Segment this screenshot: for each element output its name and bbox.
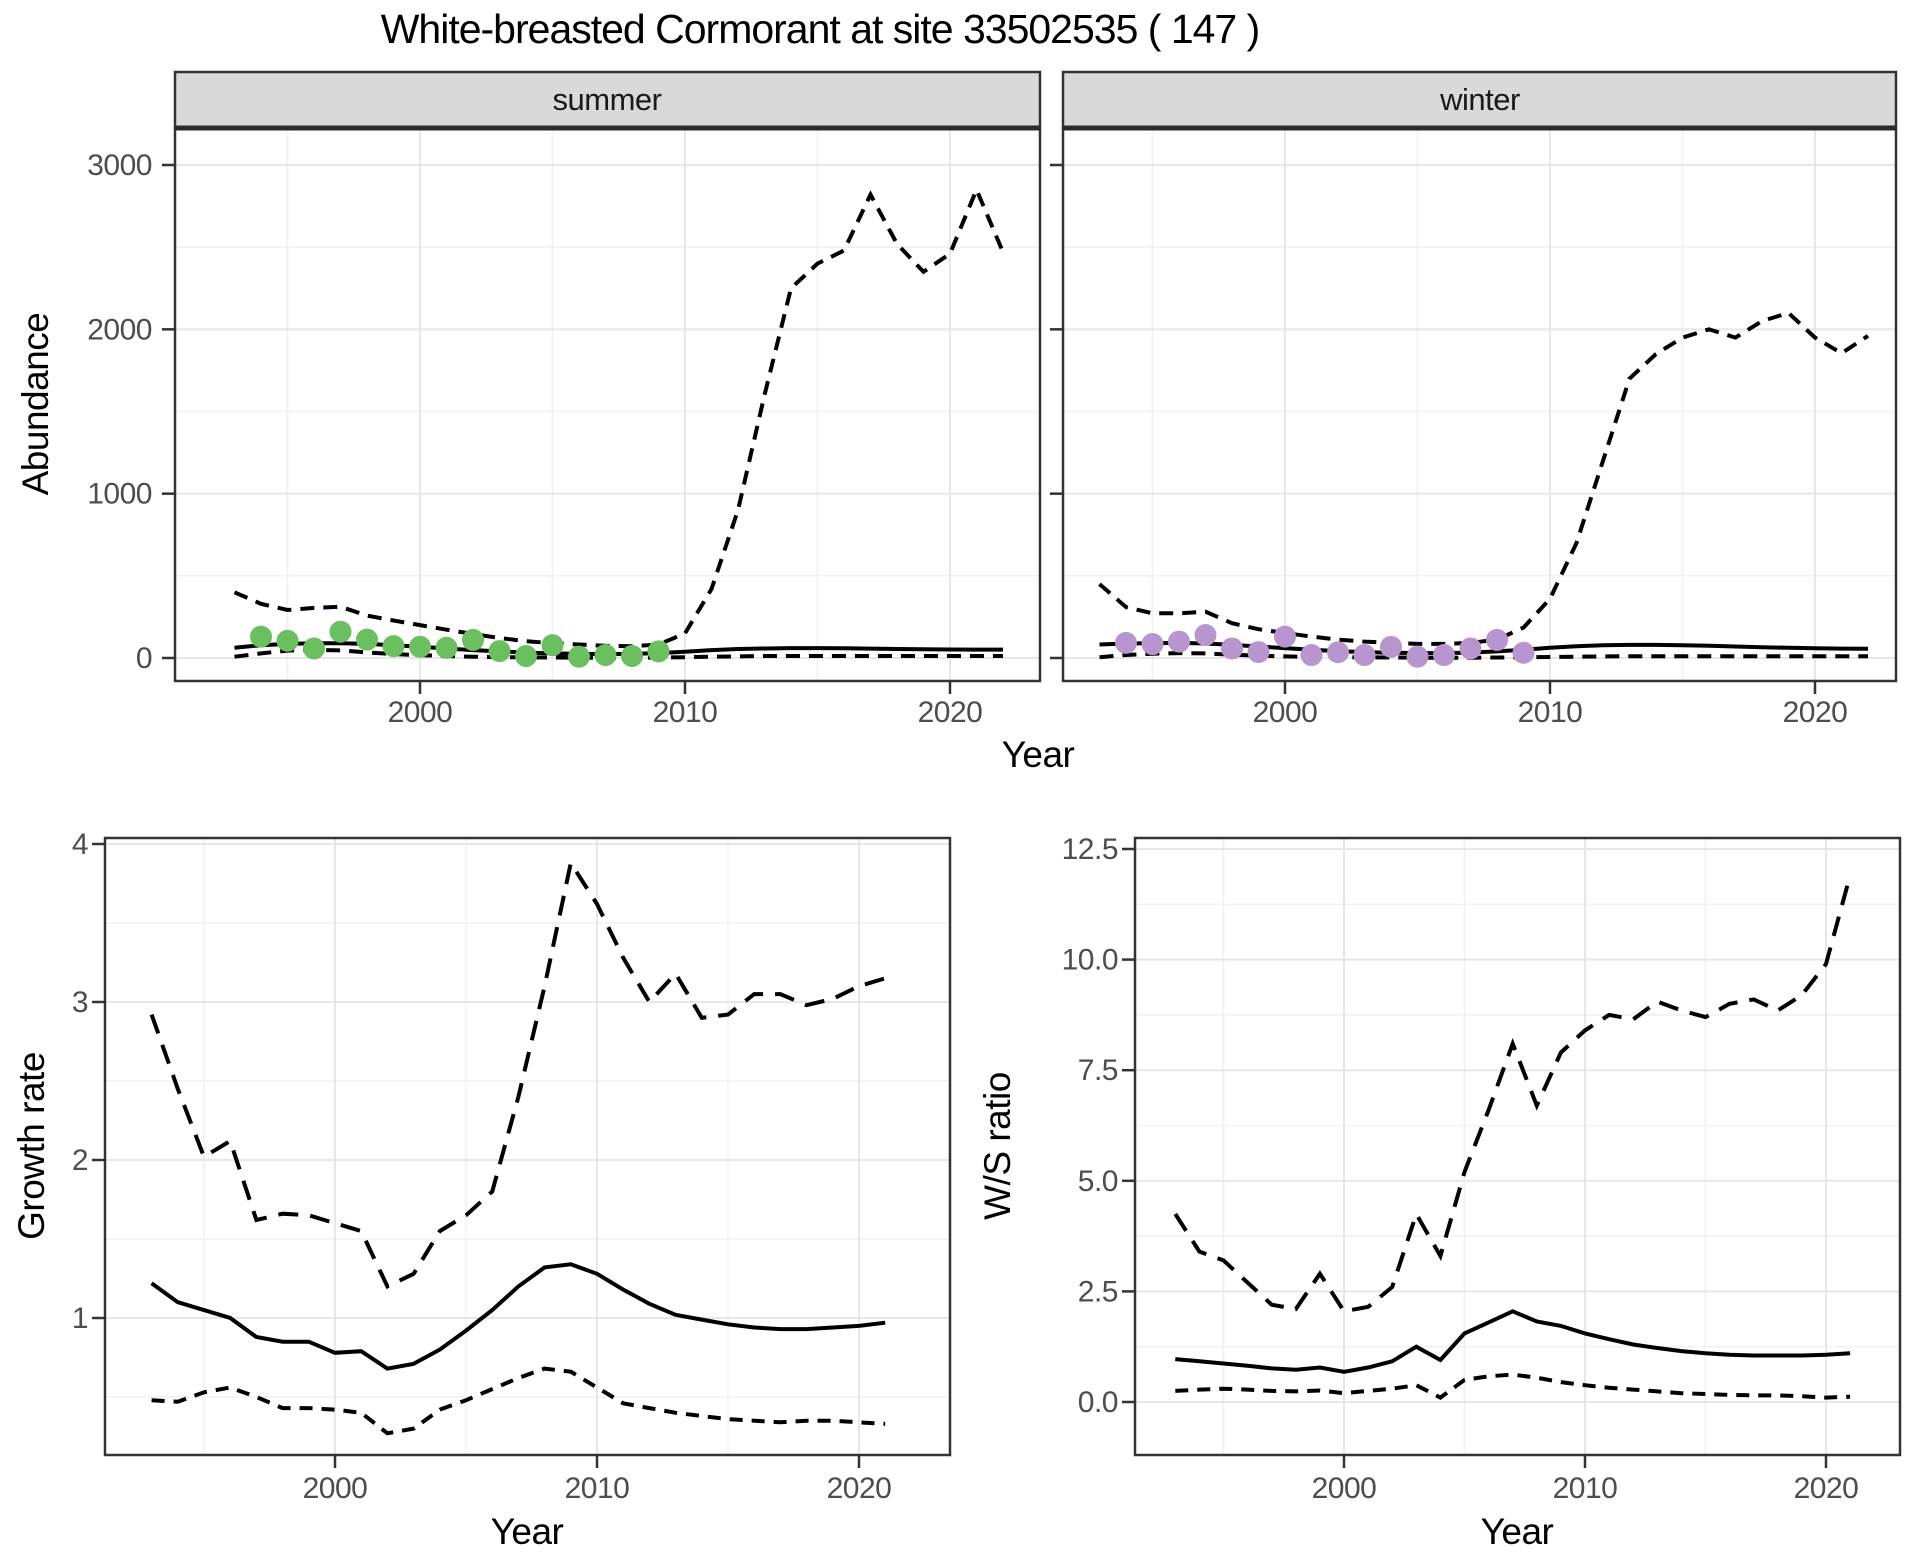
series-upper-ci-line: [149, 857, 886, 1290]
observation-point: [276, 629, 299, 652]
observation-point: [1353, 644, 1376, 667]
panel-border: [103, 836, 952, 1457]
x-axis-title-year-growth: Year: [490, 1511, 564, 1552]
y-tick-label: 5.0: [1078, 1165, 1118, 1198]
observation-point: [1380, 635, 1402, 658]
y-tick-label: 1000: [87, 478, 152, 511]
observation-point: [1221, 637, 1243, 660]
x-tick-label: 2010: [1518, 696, 1583, 729]
chart-title: White-breasted Cormorant at site 3350253…: [380, 6, 1261, 52]
observation-point: [329, 620, 352, 643]
y-tick-label: 2.5: [1078, 1275, 1118, 1308]
observation-point: [1327, 641, 1349, 664]
observation-point: [1300, 644, 1323, 667]
series-observation-points: [250, 620, 670, 668]
panel-background: [175, 128, 1040, 681]
observation-point: [1486, 628, 1508, 651]
y-tick-label: 4: [72, 828, 88, 861]
facet-strip-label-summer: summer: [552, 82, 662, 117]
observation-point: [382, 635, 405, 658]
series-lower-ci-line: [234, 647, 1003, 660]
y-tick-label: 0.0: [1078, 1386, 1118, 1419]
y-tick-label: 3: [72, 986, 88, 1019]
y-tick-label: 7.5: [1078, 1054, 1118, 1087]
observation-point: [1459, 637, 1482, 660]
observation-point: [647, 640, 670, 663]
x-tick-label: 2010: [653, 696, 718, 729]
observation-point: [1115, 631, 1137, 654]
series-lower-ci-line: [151, 1366, 886, 1436]
facet-strip-label-winter: winter: [1440, 82, 1520, 117]
series-observation-points: [1115, 623, 1535, 668]
observation-point: [515, 645, 537, 668]
observation-point: [1433, 644, 1455, 667]
x-axis-title-year-top: Year: [1001, 734, 1075, 775]
series-upper-ci-line: [1098, 310, 1870, 646]
x-tick-label: 2000: [1253, 696, 1318, 729]
observation-point: [1274, 625, 1296, 648]
series-upper-ci-line: [233, 184, 1005, 649]
x-tick-label: 2010: [565, 1472, 630, 1505]
y-tick-label: 12.5: [1062, 833, 1118, 866]
panel-growth-rate: 2000 2010 2020 1 2 3 4: [72, 828, 952, 1505]
series-upper-ci-line: [1173, 874, 1853, 1314]
x-tick-label: 2020: [1794, 1472, 1859, 1505]
observation-point: [1406, 645, 1429, 668]
series-fit-line: [1175, 1309, 1851, 1374]
observation-point: [1168, 630, 1190, 653]
x-tick-label: 2020: [1783, 696, 1848, 729]
observation-point: [621, 645, 643, 668]
observation-point: [488, 640, 511, 663]
observation-point: [541, 634, 564, 657]
panel-abundance-summer: 2000 2010 2020 0 1000 2000 3000: [87, 70, 1042, 729]
observation-point: [303, 637, 325, 660]
observation-point: [250, 625, 272, 648]
x-tick-label: 2000: [303, 1472, 368, 1505]
y-tick-label: 0: [136, 642, 152, 675]
series-fit-line: [150, 1262, 886, 1371]
observation-point: [1512, 641, 1535, 664]
observation-point: [568, 645, 590, 668]
observation-point: [1194, 623, 1217, 646]
panel-background: [1063, 128, 1896, 681]
x-tick-label: 2010: [1553, 1472, 1618, 1505]
series-lower-ci-line: [1175, 1372, 1851, 1400]
observation-point: [1247, 641, 1270, 664]
y-axis-title-ws-ratio: W/S ratio: [977, 1072, 1018, 1220]
observation-point: [462, 628, 484, 651]
panel-border: [1133, 836, 1902, 1457]
panel-background: [105, 838, 950, 1455]
x-tick-label: 2020: [918, 696, 983, 729]
y-tick-label: 10.0: [1062, 944, 1118, 977]
x-tick-label: 2000: [388, 696, 453, 729]
panel-abundance-winter: 2000 2010 2020: [1050, 70, 1898, 729]
y-tick-label: 2: [72, 1144, 88, 1177]
x-axis-title-year-ws: Year: [1480, 1511, 1554, 1552]
y-tick-label: 1: [72, 1302, 88, 1335]
y-axis-title-growth-rate: Growth rate: [11, 1052, 52, 1240]
observation-point: [409, 635, 431, 658]
observation-point: [1141, 633, 1164, 656]
panel-ws-ratio: 2000 2010 2020 0.0 2.5 5.0 7.5 10.0 12.5: [1062, 833, 1902, 1505]
y-axis-title-abundance: Abundance: [15, 312, 56, 496]
x-tick-label: 2020: [827, 1472, 892, 1505]
observation-point: [594, 644, 617, 667]
observation-point: [435, 636, 458, 659]
panel-background: [1135, 838, 1900, 1455]
x-tick-label: 2000: [1312, 1472, 1377, 1505]
facet-strip: [1061, 70, 1898, 130]
observation-point: [356, 628, 378, 651]
y-tick-label: 2000: [87, 313, 152, 346]
y-tick-label: 3000: [87, 149, 152, 182]
